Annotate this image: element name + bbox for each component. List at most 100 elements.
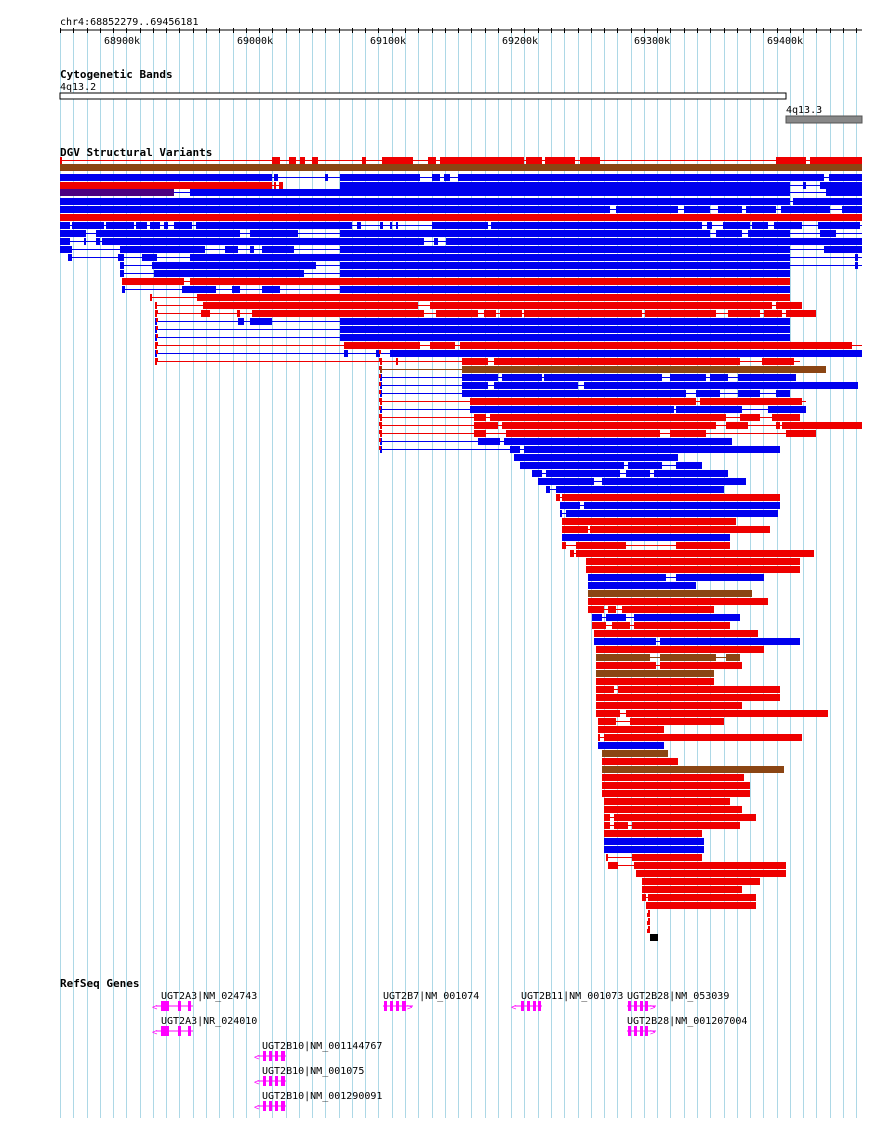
variant-block[interactable] (602, 782, 750, 789)
variant-block[interactable] (120, 246, 205, 253)
variant-block[interactable] (604, 814, 610, 821)
variant-block[interactable] (630, 718, 724, 725)
gene-feature[interactable]: UGT2B10|NM_001290091 < (254, 1091, 382, 1113)
variant-block[interactable] (526, 157, 542, 164)
variant-block[interactable] (684, 206, 710, 213)
variant-block[interactable] (786, 430, 816, 437)
variant-block[interactable] (491, 222, 702, 229)
variant-block[interactable] (376, 350, 380, 357)
variant-block[interactable] (562, 526, 588, 533)
variant-block[interactable] (68, 254, 72, 261)
variant-block[interactable] (340, 270, 790, 277)
variant-block[interactable] (150, 222, 160, 229)
variant-block[interactable] (344, 342, 420, 349)
variant-block[interactable] (182, 286, 216, 293)
variant-block[interactable] (776, 422, 780, 429)
variant-block[interactable] (60, 230, 86, 237)
variant-block[interactable] (60, 238, 70, 245)
variant-block[interactable] (596, 662, 656, 669)
variant-block[interactable] (576, 542, 626, 549)
variant-block[interactable] (494, 358, 594, 365)
variant-block[interactable] (238, 318, 244, 325)
variant-block[interactable] (340, 318, 790, 325)
variant-block[interactable] (272, 157, 280, 164)
variant-block[interactable] (608, 862, 618, 869)
variant-block[interactable] (362, 157, 366, 164)
variant-block[interactable] (396, 358, 398, 365)
variant-block[interactable] (274, 174, 278, 181)
variant-block[interactable] (237, 310, 240, 317)
variant-block[interactable] (738, 374, 796, 381)
variant-block[interactable] (762, 358, 794, 365)
variant-block[interactable] (500, 310, 522, 317)
variant-block[interactable] (225, 246, 238, 253)
variant-block[interactable] (602, 478, 746, 485)
variant-block[interactable] (250, 230, 298, 237)
variant-block[interactable] (458, 174, 824, 181)
variant-block[interactable] (670, 374, 706, 381)
variant-block[interactable] (357, 222, 361, 229)
variant-block[interactable] (510, 446, 520, 453)
variant-block[interactable] (546, 486, 550, 493)
variant-block[interactable] (818, 222, 860, 229)
variant-block[interactable] (556, 486, 724, 493)
variant-block[interactable] (842, 206, 862, 213)
variant-block[interactable] (588, 582, 696, 589)
variant-block[interactable] (279, 182, 283, 189)
variant-block[interactable] (312, 157, 318, 164)
variant-block[interactable] (660, 662, 742, 669)
variant-block[interactable] (390, 222, 392, 229)
variant-block[interactable] (676, 406, 742, 413)
variant-block[interactable] (60, 206, 610, 213)
variant-block[interactable] (155, 302, 157, 309)
variant-block[interactable] (588, 606, 604, 613)
variant-block[interactable] (604, 838, 704, 845)
variant-block[interactable] (596, 654, 650, 661)
variant-block[interactable] (768, 406, 806, 413)
variant-block[interactable] (524, 446, 780, 453)
variant-block[interactable] (60, 214, 862, 221)
variant-block[interactable] (718, 206, 742, 213)
variant-block[interactable] (546, 470, 620, 477)
variant-block[interactable] (506, 430, 660, 437)
variant-block[interactable] (604, 822, 610, 829)
variant-block[interactable] (584, 382, 858, 389)
variant-block[interactable] (738, 390, 760, 397)
variant-block[interactable] (560, 502, 580, 509)
variant-block[interactable] (201, 310, 210, 317)
variant-block[interactable] (622, 606, 714, 613)
variant-block[interactable] (594, 358, 740, 365)
variant-block[interactable] (340, 334, 790, 341)
gene-feature[interactable]: UGT2B7|NM_001074 > (383, 991, 479, 1013)
variant-block[interactable] (60, 157, 62, 164)
variant-block[interactable] (562, 534, 730, 541)
variant-block[interactable] (262, 286, 280, 293)
variant-block[interactable] (120, 262, 124, 269)
variant-block[interactable] (676, 462, 702, 469)
variant-block[interactable] (560, 510, 562, 517)
variant-block[interactable] (102, 238, 424, 245)
variant-block[interactable] (430, 342, 455, 349)
variant-block[interactable] (824, 246, 862, 253)
variant-block[interactable] (586, 566, 800, 573)
variant-block[interactable] (602, 774, 744, 781)
variant-block[interactable] (289, 157, 296, 164)
variant-block[interactable] (590, 526, 770, 533)
variant-block[interactable] (810, 157, 862, 164)
variant-block[interactable] (118, 254, 124, 261)
variant-block[interactable] (432, 174, 440, 181)
variant-block[interactable] (726, 654, 740, 661)
variant-block[interactable] (274, 182, 276, 189)
variant-block[interactable] (676, 542, 730, 549)
variant-block[interactable] (340, 182, 790, 189)
variant-block[interactable] (576, 550, 814, 557)
variant-block[interactable] (380, 222, 383, 229)
variant-block[interactable] (748, 230, 790, 237)
variant-block[interactable] (150, 294, 152, 301)
variant-block[interactable] (650, 934, 658, 941)
variant-block[interactable] (174, 222, 192, 229)
variant-block[interactable] (654, 470, 728, 477)
variant-block[interactable] (676, 574, 764, 581)
variant-block[interactable] (502, 422, 716, 429)
variant-block[interactable] (634, 862, 786, 869)
